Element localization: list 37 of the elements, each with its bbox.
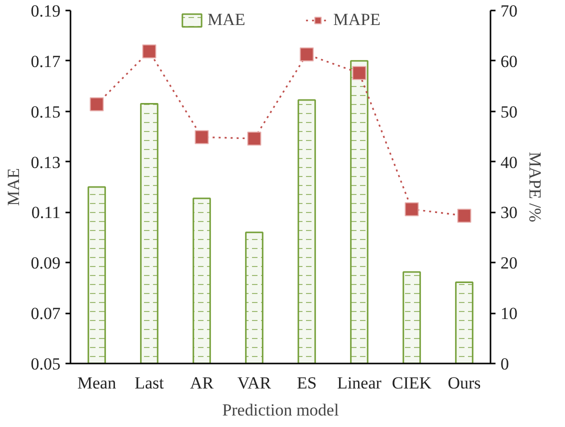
x-tick-label: Mean: [77, 374, 117, 392]
point: [142, 44, 156, 58]
y2-tick-label: 0: [500, 354, 509, 374]
y-tick-label: 0.17: [30, 52, 61, 71]
legend-label: MAPE: [333, 10, 381, 30]
y2-tick-label: 30: [500, 203, 518, 222]
x-tick-label: Last: [134, 374, 164, 392]
point: [90, 97, 104, 112]
y2-tick-label: 60: [500, 52, 518, 71]
y-axis-title: MAE: [4, 168, 23, 206]
y2-tick-label: 40: [500, 152, 518, 172]
point: [404, 202, 419, 216]
legend-label: MAE: [207, 10, 246, 30]
x-tick-label: Linear: [337, 374, 382, 392]
x-tick-label: Ours: [448, 374, 481, 392]
point: [352, 66, 366, 80]
y-tick-label: 0.15: [30, 102, 60, 122]
y2-tick-label: 10: [500, 304, 518, 324]
x-tick-label: AR: [190, 374, 214, 392]
y2-tick-label: 50: [500, 102, 518, 122]
point: [247, 132, 262, 146]
y-tick-label: 0.13: [30, 152, 60, 172]
y-tick-label: 0.09: [30, 254, 60, 273]
y2-tick-label: 70: [500, 2, 518, 20]
y-tick-label: 0.19: [30, 2, 60, 20]
point: [194, 130, 209, 144]
y-tick-label: 0.11: [31, 203, 61, 222]
x-tick-label: ES: [296, 374, 317, 392]
x-axis-title: Prediction model: [222, 400, 340, 420]
point: [300, 47, 314, 62]
point: [457, 208, 472, 223]
y2-axis-title: MAPE /%: [526, 152, 544, 222]
x-tick-label: VAR: [237, 374, 272, 392]
y2-tick-label: 20: [500, 254, 518, 273]
x-tick-label: CIEK: [392, 374, 432, 392]
y-tick-label: 0.05: [30, 354, 60, 374]
y-tick-label: 0.07: [30, 304, 61, 324]
